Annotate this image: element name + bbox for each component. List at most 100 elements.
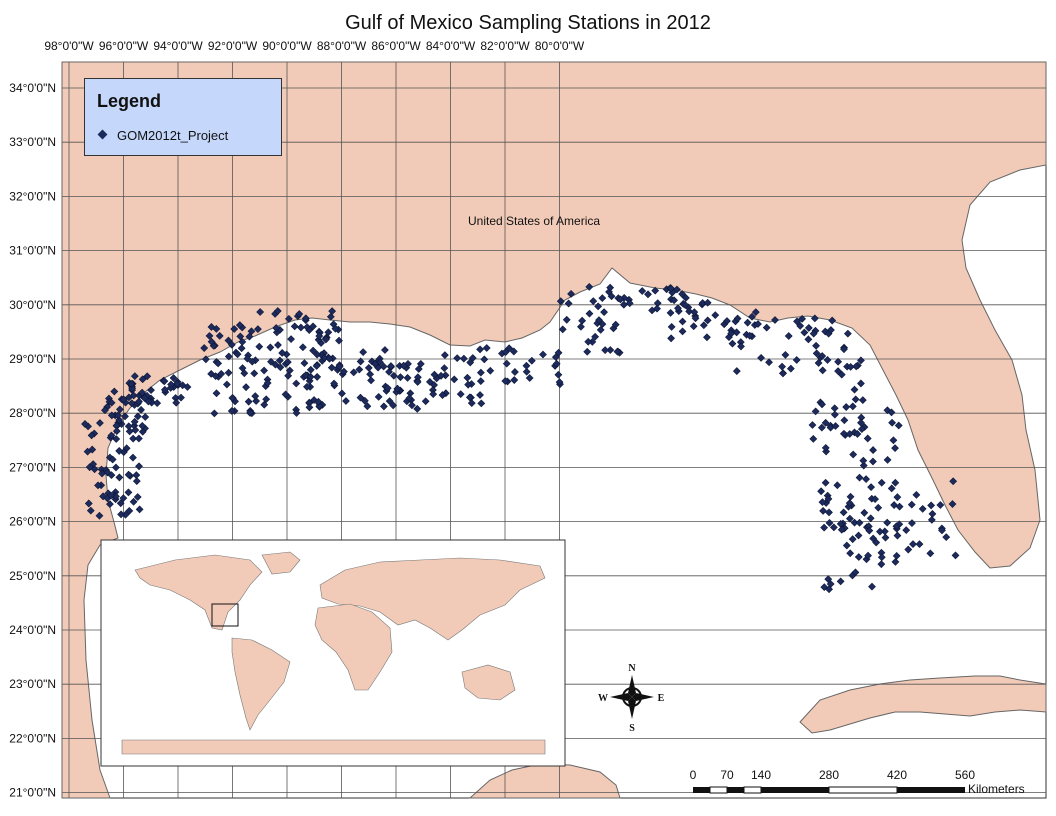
station-point [115, 473, 124, 482]
station-point [486, 366, 495, 375]
station-point [818, 366, 827, 375]
station-point [320, 354, 329, 362]
station-point [246, 408, 254, 417]
station-point [842, 403, 851, 411]
scale-tick-420: 420 [887, 768, 907, 782]
station-point [309, 346, 318, 355]
station-point [309, 322, 317, 331]
station-point [678, 317, 687, 326]
station-point [177, 393, 185, 402]
station-point [892, 522, 901, 531]
station-point [892, 551, 901, 560]
station-point [869, 534, 878, 543]
station-point [820, 523, 828, 532]
station-point [834, 357, 843, 366]
station-point [837, 525, 846, 534]
station-point [821, 418, 830, 427]
station-point [909, 540, 917, 548]
station-point [554, 370, 563, 379]
station-point [845, 499, 854, 508]
station-point [143, 372, 152, 381]
station-point [591, 332, 599, 341]
station-point [480, 355, 489, 364]
station-point [888, 418, 897, 427]
inset-africa [314, 603, 393, 691]
station-point [413, 373, 422, 382]
station-point [792, 356, 801, 364]
station-point [364, 364, 373, 372]
station-point [215, 331, 224, 340]
station-point [907, 500, 916, 509]
station-point [138, 427, 147, 436]
station-point [173, 379, 182, 388]
station-point [748, 312, 756, 321]
station-point [762, 323, 771, 332]
station-point [453, 354, 462, 363]
station-point [821, 443, 830, 452]
latitude-label: 21°0'0"N [9, 786, 56, 800]
station-point [233, 350, 242, 359]
station-point [160, 377, 169, 386]
cuba-land [799, 675, 1047, 734]
station-point [285, 366, 294, 375]
station-point [210, 409, 219, 418]
station-point [134, 434, 143, 443]
station-point [556, 297, 565, 306]
station-point [691, 314, 700, 323]
station-point [131, 426, 140, 434]
station-point [396, 373, 405, 382]
station-point [463, 373, 472, 382]
station-point [379, 362, 388, 371]
station-point [527, 356, 536, 365]
inset-greenland [261, 551, 301, 575]
station-point [393, 384, 402, 393]
station-point [578, 316, 587, 325]
station-point [840, 416, 849, 425]
station-point [598, 294, 607, 303]
station-point [951, 551, 960, 560]
station-point [356, 357, 365, 366]
station-point [653, 299, 662, 307]
station-point [849, 450, 858, 459]
station-point [292, 379, 301, 388]
station-point [505, 344, 514, 353]
station-point [94, 481, 102, 490]
station-point [138, 422, 147, 430]
station-point [252, 397, 261, 405]
station-point [405, 394, 414, 403]
station-point [283, 358, 292, 366]
station-point [305, 326, 314, 335]
station-point [825, 508, 833, 517]
station-point [228, 394, 237, 402]
station-point [600, 308, 608, 317]
station-point [619, 300, 628, 309]
inset-europe-asia [319, 557, 546, 641]
station-point [127, 399, 136, 408]
station-point [850, 518, 859, 527]
station-point [374, 392, 383, 401]
station-point [757, 353, 765, 362]
station-point [96, 419, 104, 427]
station-point [255, 342, 264, 351]
station-point [857, 413, 866, 422]
station-point [840, 345, 848, 354]
station-point [846, 362, 855, 371]
station-point [459, 354, 468, 363]
station-point [812, 349, 821, 358]
station-point [133, 412, 142, 421]
station-point [525, 374, 534, 382]
stations-layer [81, 283, 960, 594]
station-point [224, 368, 233, 377]
station-point [891, 444, 899, 453]
station-point [248, 357, 257, 366]
station-point [681, 294, 690, 302]
station-point [638, 287, 647, 295]
station-point [667, 284, 675, 293]
station-point [132, 477, 141, 485]
station-point [135, 462, 143, 471]
station-point [138, 375, 147, 384]
station-point [230, 325, 239, 333]
station-point [108, 455, 117, 464]
station-point [883, 456, 892, 464]
station-point [172, 398, 181, 407]
